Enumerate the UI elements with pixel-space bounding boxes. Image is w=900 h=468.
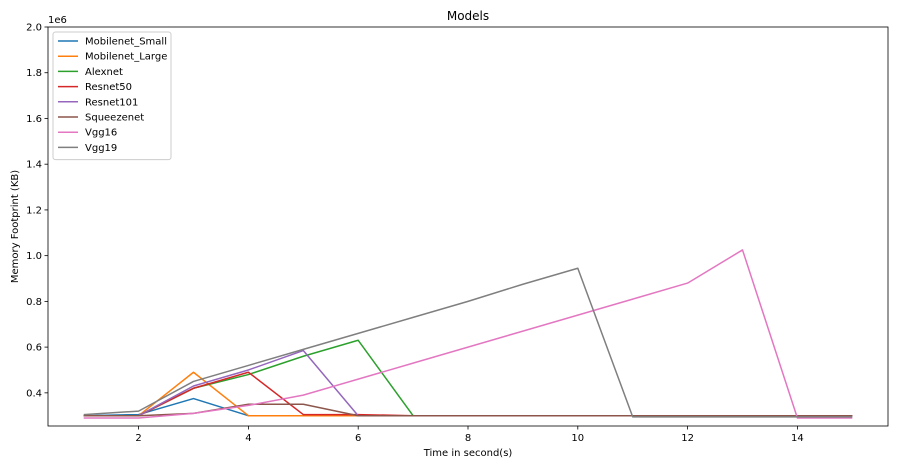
x-tick-label: 4 <box>245 433 251 444</box>
y-tick-label: 1.0 <box>26 251 42 262</box>
series-line-vgg16 <box>83 249 853 419</box>
legend-label: Resnet50 <box>85 82 132 93</box>
x-tick-label: 10 <box>571 433 584 444</box>
y-axis-label: Memory Footprint (KB) <box>10 170 21 283</box>
chart-title: Models <box>447 9 489 23</box>
y-tick-label: 2.0 <box>26 23 42 34</box>
legend-label: Alexnet <box>85 67 123 78</box>
x-tick-label: 14 <box>791 433 804 444</box>
y-tick-label: 1.4 <box>26 160 42 171</box>
y-tick-label: 0.4 <box>26 388 42 399</box>
legend-label: Mobilenet_Small <box>85 37 167 48</box>
y-offset-label: 1e6 <box>48 15 67 26</box>
x-axis: 2 4 6 8 10 12 14 <box>135 426 804 444</box>
y-tick-label: 1.2 <box>26 205 42 216</box>
series-line-vgg19 <box>83 267 853 418</box>
legend-label: Mobilenet_Large <box>85 52 167 63</box>
y-tick-label: 1.6 <box>26 114 42 125</box>
legend-label: Vgg19 <box>85 143 117 154</box>
legend-box <box>52 31 172 161</box>
legend-label: Vgg16 <box>85 128 117 139</box>
x-tick-label: 12 <box>681 433 694 444</box>
y-tick-label: 1.8 <box>26 68 42 79</box>
x-axis-label: Time in second(s) <box>423 448 513 459</box>
series-layer <box>83 249 853 419</box>
y-tick-label: 0.6 <box>26 343 42 354</box>
y-axis: 0.4 0.6 0.8 1.0 1.2 1.4 1.6 1.8 2.0 <box>26 23 48 399</box>
x-tick-label: 8 <box>465 433 471 444</box>
legend-label: Squeezenet <box>85 113 144 124</box>
x-tick-label: 6 <box>355 433 361 444</box>
legend: Mobilenet_Small Mobilenet_Large Alexnet Res… <box>52 31 172 161</box>
y-tick-label: 0.8 <box>26 297 42 308</box>
legend-label: Resnet101 <box>85 97 138 108</box>
x-tick-label: 2 <box>135 433 141 444</box>
